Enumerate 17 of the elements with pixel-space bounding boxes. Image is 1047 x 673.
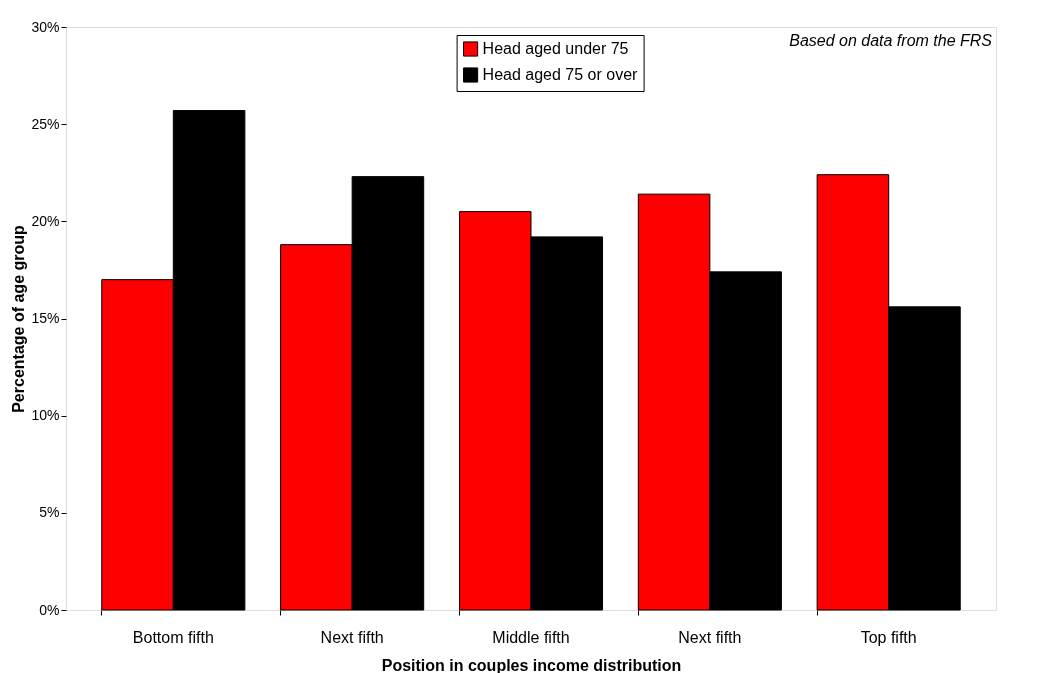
x-axis-title: Position in couples income distribution bbox=[381, 656, 682, 673]
x-tick-label: Next fifth bbox=[678, 628, 742, 646]
x-tick-label: Middle fifth bbox=[492, 628, 570, 646]
y-tick-label: 0% bbox=[39, 601, 60, 618]
y-tick-label: 25% bbox=[31, 115, 60, 132]
x-tick-label: Top fifth bbox=[860, 628, 917, 646]
legend-label: Head aged under 75 bbox=[482, 40, 629, 57]
y-axis-title: Percentage of age group bbox=[10, 224, 28, 413]
y-tick-label: 10% bbox=[31, 407, 60, 424]
y-tick-label: 15% bbox=[31, 310, 60, 326]
y-tick-label: 30% bbox=[31, 18, 60, 35]
x-tick-label: Next fifth bbox=[320, 628, 384, 646]
legend-label: Head aged 75 or over bbox=[482, 66, 639, 83]
x-tick-label: Bottom fifth bbox=[132, 628, 214, 646]
y-tick-label: 20% bbox=[31, 212, 60, 229]
annotation: Based on data from the FRS bbox=[789, 32, 993, 49]
y-tick-label: 5% bbox=[39, 504, 60, 521]
